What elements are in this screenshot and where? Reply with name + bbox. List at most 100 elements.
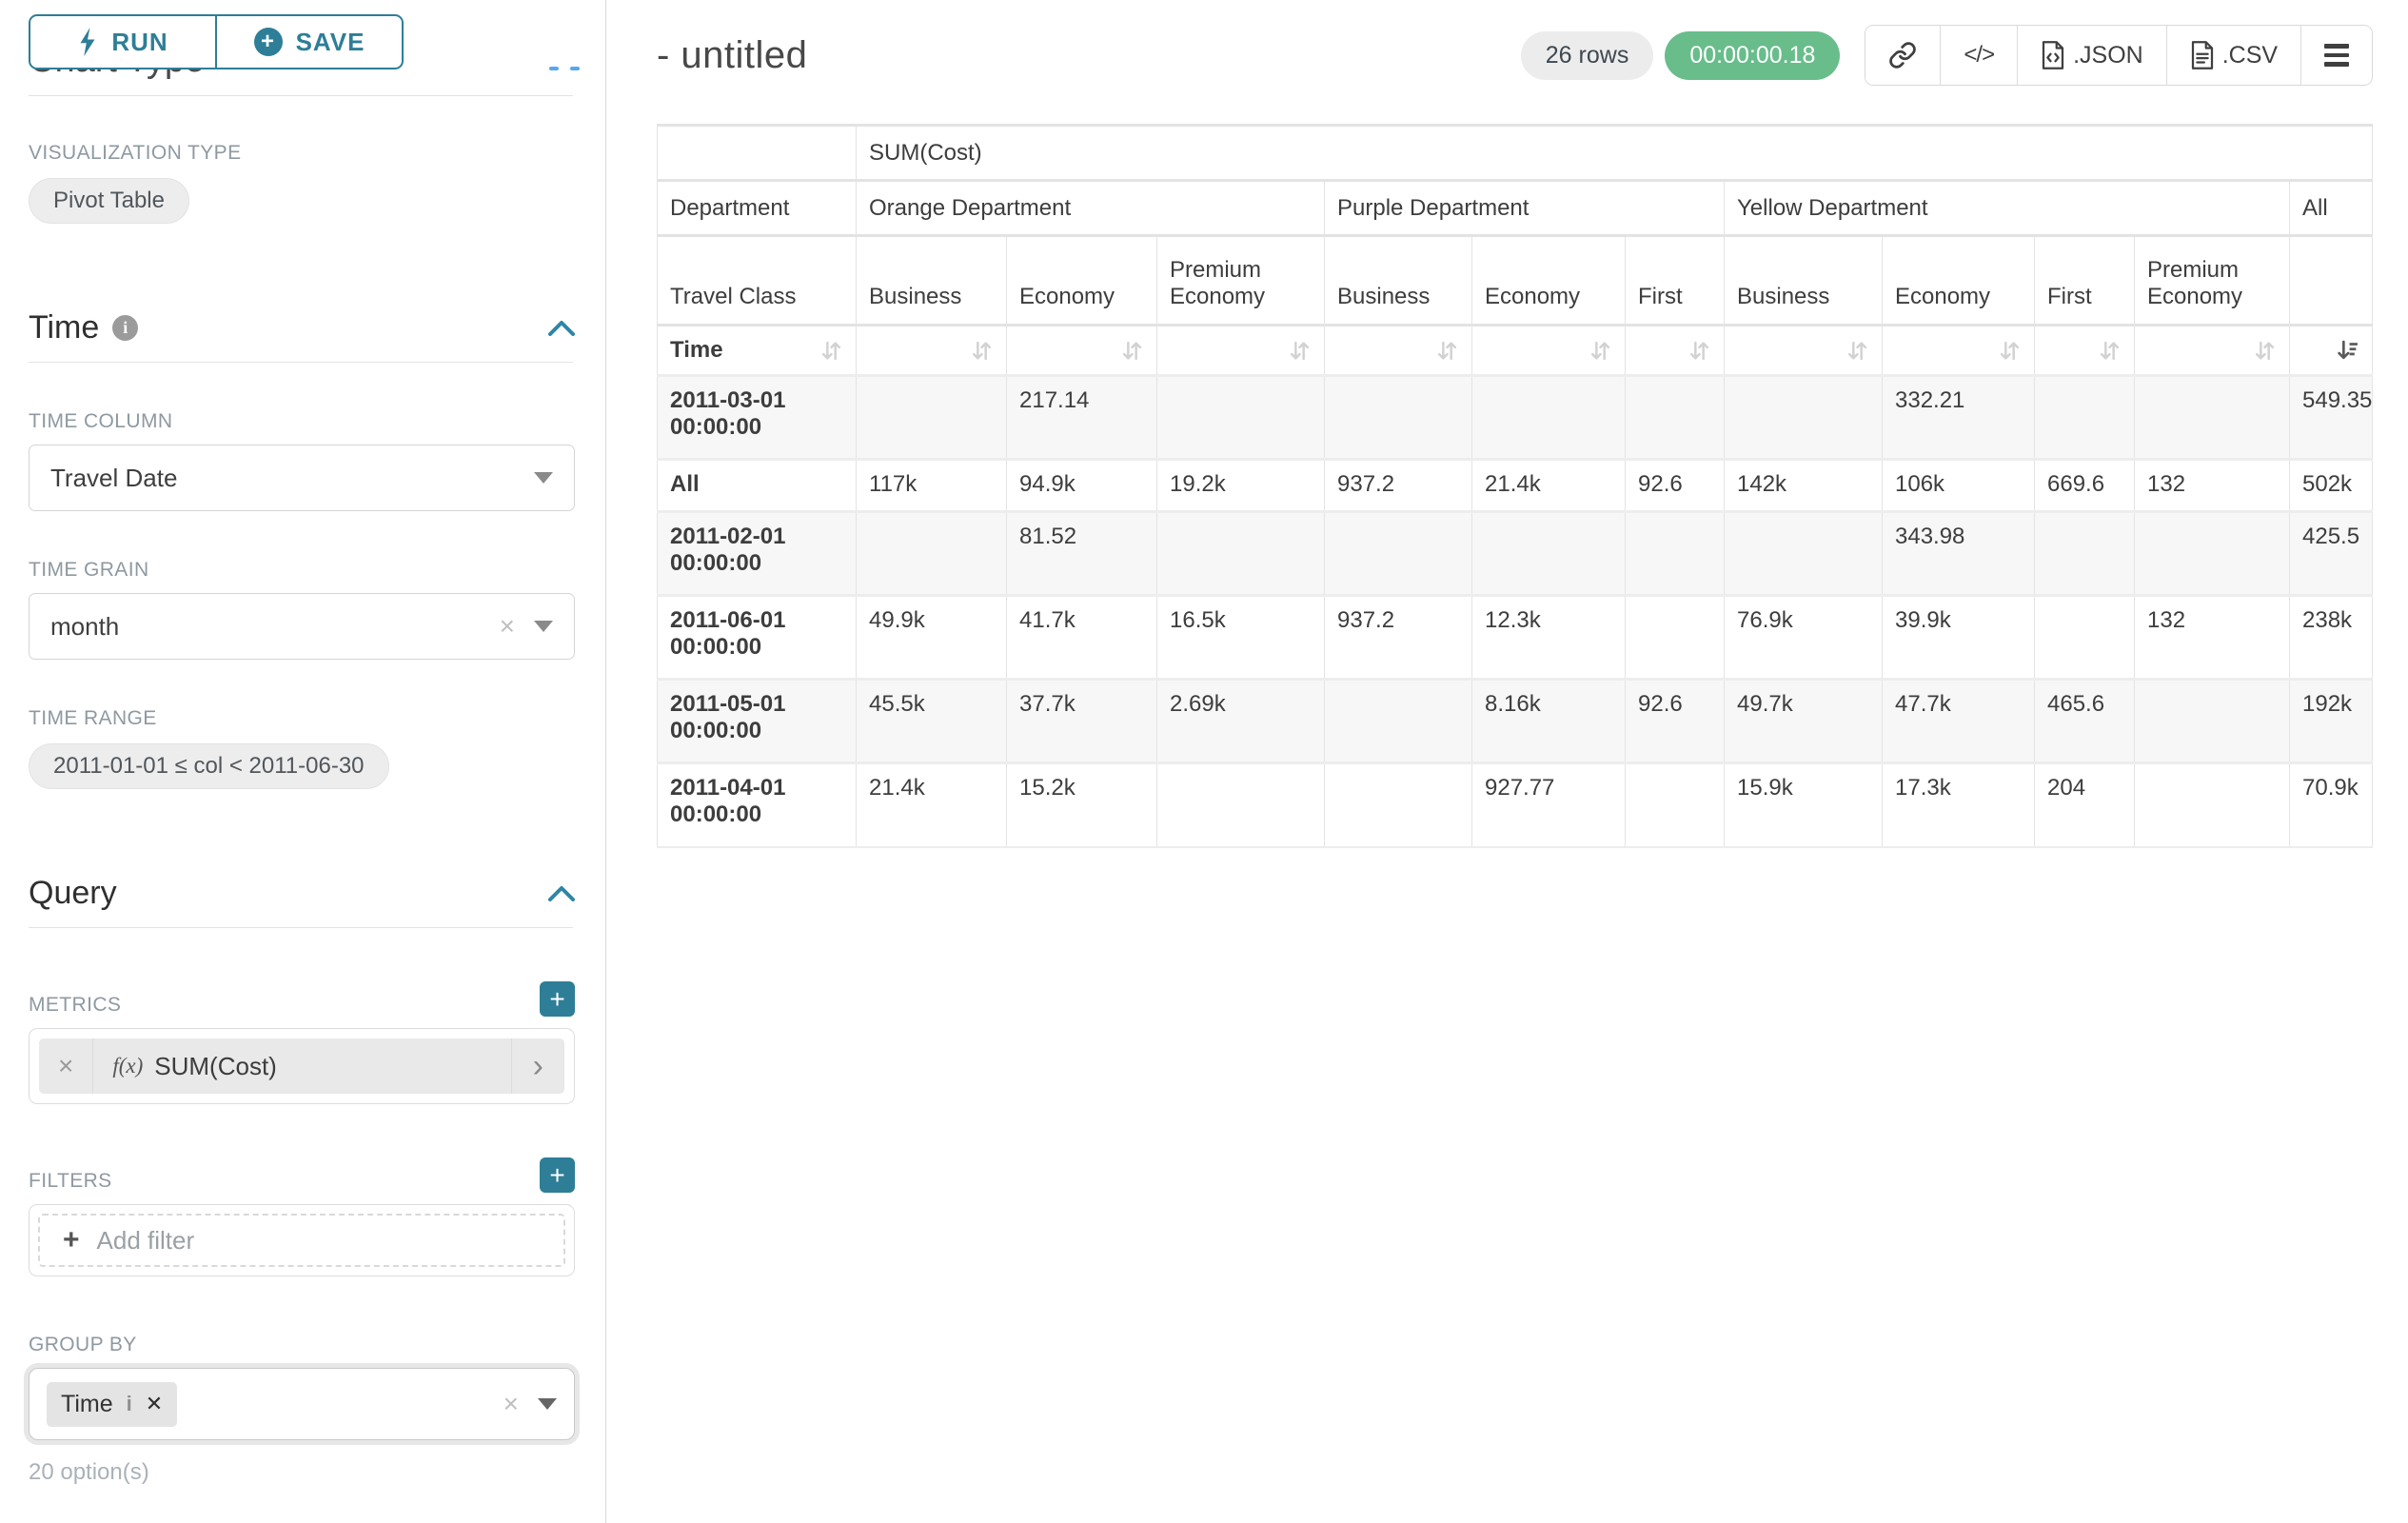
sort-icon[interactable] [1435,339,1459,363]
panel-resize-dots[interactable] [549,67,559,70]
value-cell: 465.6 [2034,679,2135,763]
add-filter-button[interactable]: + Add filter [38,1214,565,1267]
value-cell: 94.9k [1006,459,1157,512]
value-cell [1625,595,1725,680]
section-divider [29,927,573,928]
table-row: 2011-03-01 00:00:00 217.14 332.21 549.35 [657,375,2374,460]
group-by-label: GROUP BY [29,1334,137,1355]
column-group-header: Yellow Department [1724,180,2290,236]
add-metric-button[interactable]: + [540,981,575,1017]
column-header: Business [1724,235,1883,326]
value-cell [856,375,1007,460]
save-button[interactable]: + SAVE [216,14,404,69]
sort-icon[interactable] [1288,339,1312,363]
column-header [2288,235,2374,326]
metrics-label: METRICS [29,994,122,1016]
column-group-header: Purple Department [1324,180,1725,236]
value-cell: 132 [2134,595,2290,680]
value-cell [1156,511,1325,596]
value-cell: 49.9k [856,595,1007,680]
value-cell [1471,375,1626,460]
sort-icon[interactable] [2253,339,2277,363]
row-label: 2011-06-01 00:00:00 [657,595,857,680]
info-icon: i [126,1392,132,1415]
file-icon [2190,41,2215,69]
value-cell: 502k [2288,459,2374,512]
sort-header-cell [2288,325,2374,376]
row-label: 2011-02-01 00:00:00 [657,511,857,596]
metric-pill[interactable]: × f(x) SUM(Cost) › [39,1038,564,1094]
export-json-button[interactable]: .JSON [2017,26,2166,85]
remove-tag-icon[interactable]: ✕ [145,1392,164,1415]
value-cell [1625,511,1725,596]
value-cell: 192k [2288,679,2374,763]
remove-metric-icon[interactable]: × [39,1038,94,1094]
value-cell: 12.3k [1471,595,1626,680]
info-icon: i [112,315,139,341]
sort-icon[interactable] [1120,339,1144,363]
time-range-pill[interactable]: 2011-01-01 ≤ col < 2011-06-30 [29,743,389,789]
view-query-button[interactable]: </> [1940,26,2018,85]
value-cell: 81.52 [1006,511,1157,596]
sort-header-cell [856,325,1007,376]
value-cell: 15.2k [1006,762,1157,847]
panel-resize-dots[interactable] [570,67,580,70]
chevron-up-icon[interactable] [548,885,575,901]
sort-header-cell [1471,325,1626,376]
value-cell: 217.14 [1006,375,1157,460]
value-cell [856,511,1007,596]
group-by-select[interactable]: Time i ✕ × [29,1368,575,1440]
col-dimension-label: Travel Class [657,235,857,326]
run-save-button-group: RUN + SAVE [29,14,404,69]
table-row: 2011-05-01 00:00:00 45.5k 37.7k 2.69k 8.16k 9… [657,679,2374,763]
control-panel: Chart Type RUN + SAVE VISUALIZATION TYPE… [0,0,606,1523]
table-row: 2011-02-01 00:00:00 81.52 343.98 425.5 [657,511,2374,596]
clear-icon[interactable]: × [499,611,515,641]
value-cell [1156,762,1325,847]
value-cell: 49.7k [1724,679,1883,763]
sort-icon[interactable] [1688,339,1711,363]
group-by-tag-time[interactable]: Time i ✕ [47,1381,178,1427]
menu-button[interactable] [2300,26,2373,85]
metrics-box: × f(x) SUM(Cost) › [29,1028,575,1104]
section-divider [29,362,573,363]
export-csv-button[interactable]: .CSV [2165,26,2301,85]
lightning-icon [77,28,98,56]
table-row: All 117k 94.9k 19.2k 937.2 21.4k 92.6 142k 106k 6… [657,459,2374,512]
value-cell [2034,511,2135,596]
sort-header-cell [1156,325,1325,376]
value-cell [2034,595,2135,680]
value-cell: 92.6 [1625,459,1725,512]
sort-header-cell [1006,325,1157,376]
sort-icon[interactable] [1589,339,1612,363]
share-link-button[interactable] [1865,26,1941,85]
chevron-right-icon[interactable]: › [510,1038,564,1094]
sort-icon[interactable] [1845,339,1869,363]
chevron-down-icon [534,621,553,632]
sort-icon[interactable] [2098,339,2122,363]
filters-box: + Add filter [29,1204,575,1276]
row-label: 2011-05-01 00:00:00 [657,679,857,763]
pivot-table: SUM(Cost) Department Orange Department Purp… [657,124,2374,848]
chevron-up-icon[interactable] [548,320,575,336]
add-filter-plus-button[interactable]: + [540,1157,575,1193]
hamburger-icon [2324,44,2350,67]
column-header: Premium Economy [2134,235,2290,326]
time-grain-select[interactable]: month × [29,593,575,660]
row-dimension-header: Time [657,325,857,376]
clear-icon[interactable]: × [503,1389,519,1418]
viz-type-pill[interactable]: Pivot Table [29,178,189,224]
sort-icon[interactable] [819,339,843,363]
column-group-header: Orange Department [856,180,1325,236]
sort-icon[interactable] [1998,339,2022,363]
time-column-select[interactable]: Travel Date [29,445,575,511]
column-header: First [2034,235,2135,326]
value-cell: 70.9k [2288,762,2374,847]
plus-icon: + [63,1224,80,1256]
run-button[interactable]: RUN [29,14,216,69]
column-header: Economy [1882,235,2035,326]
row-label: All [657,459,857,512]
link-icon [1888,41,1917,69]
sort-desc-icon[interactable] [2336,339,2359,363]
sort-icon[interactable] [970,339,994,363]
